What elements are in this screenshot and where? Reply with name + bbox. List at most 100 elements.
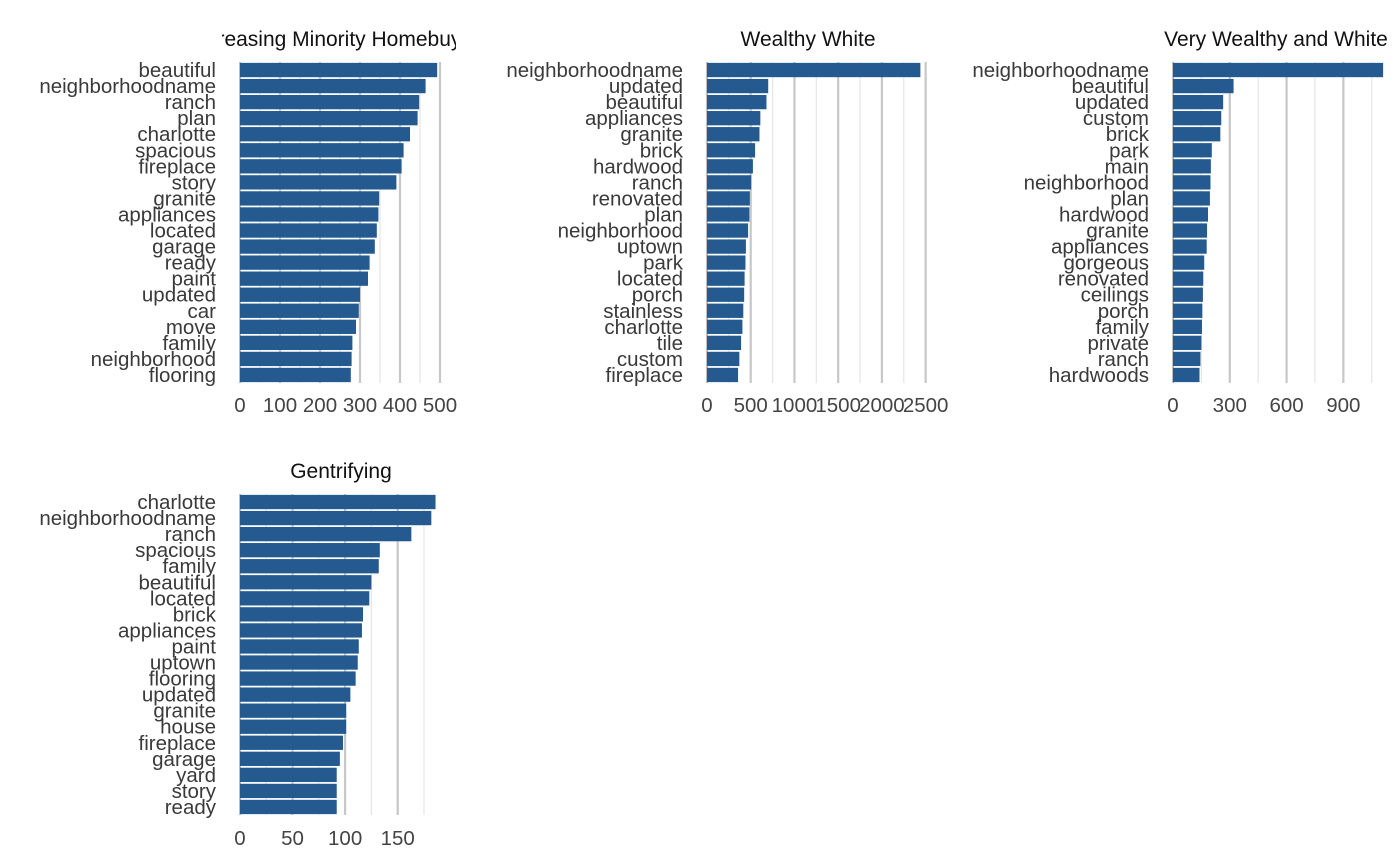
category-label: beautiful — [138, 571, 216, 594]
x-tick-label: 0 — [234, 827, 245, 850]
category-label: main — [1105, 155, 1149, 178]
bar-porch — [1173, 303, 1203, 318]
bar-beautiful — [1173, 78, 1234, 94]
category-label: story — [172, 780, 217, 803]
bar-beautiful — [707, 94, 767, 110]
x-tick-label: 0 — [701, 394, 712, 417]
bar-ranch — [707, 175, 752, 190]
bar-car — [240, 303, 359, 318]
bar-tile — [707, 335, 742, 351]
x-tick-label: 50 — [281, 827, 304, 850]
x-tick-label: 500 — [734, 394, 768, 417]
bar-move — [240, 319, 356, 334]
bar-ready — [240, 255, 370, 270]
category-label: uptown — [150, 652, 216, 675]
bar-neighborhoodname — [240, 78, 426, 94]
bar-appliances — [1173, 239, 1207, 254]
x-tick-label: 200 — [303, 394, 337, 417]
category-label: plan — [177, 107, 216, 130]
category-labels: neighborhoodnameupdatedbeautifulapplianc… — [506, 59, 683, 387]
category-label: located — [150, 587, 216, 610]
bar-brick — [1173, 127, 1221, 142]
x-tick-labels: 0 300 600 900 — [1167, 394, 1360, 417]
category-label: granite — [620, 123, 683, 146]
bar-family — [1173, 319, 1202, 334]
bars — [1173, 62, 1384, 383]
x-tick-label: 2000 — [859, 394, 905, 417]
x-tick-label: 1000 — [772, 394, 818, 417]
bar-family — [240, 559, 379, 574]
panel-title: Very Wealthy and White — [1164, 28, 1388, 51]
category-label: ranch — [632, 171, 683, 194]
bar-brick — [240, 607, 363, 622]
bar-charlotte — [240, 494, 436, 510]
bar-hardwood — [1173, 207, 1209, 222]
bar-updated — [240, 287, 360, 302]
bar-porch — [707, 287, 745, 302]
category-label: move — [166, 316, 216, 339]
category-label: appliances — [1051, 236, 1149, 259]
category-label: fireplace — [139, 155, 217, 178]
bar-neighborhood — [707, 223, 749, 238]
bar-garage — [240, 751, 340, 766]
category-label: fireplace — [606, 364, 684, 387]
panel-title: Gentrifying — [290, 460, 392, 483]
bar-neighborhoodname — [240, 510, 432, 526]
category-label: neighborhoodname — [39, 75, 216, 98]
category-label: spacious — [135, 539, 216, 562]
category-label: updated — [142, 284, 216, 307]
panel-2: neighborhoodnameupdatedbeautifulapplianc… — [506, 28, 948, 417]
category-label: hardwoods — [1049, 364, 1149, 387]
category-label: located — [617, 268, 683, 291]
bar-renovated — [707, 191, 750, 206]
bar-hardwoods — [1173, 367, 1200, 383]
x-tick-label: 100 — [263, 394, 297, 417]
category-label: yard — [176, 764, 216, 787]
bar-park — [707, 255, 746, 270]
bar-brick — [707, 143, 756, 158]
category-label: brick — [640, 139, 684, 162]
bar-neighborhood — [240, 351, 352, 367]
bar-located — [707, 271, 745, 286]
major-gridlines — [1228, 62, 1345, 383]
major-gridlines — [749, 62, 927, 383]
category-label: ranch — [165, 523, 216, 546]
category-labels: charlotteneighborhoodnameranchspaciousfa… — [39, 491, 216, 819]
category-label: gorgeous — [1064, 252, 1149, 275]
category-labels: neighborhoodnamebeautifulupdatedcustombr… — [972, 59, 1149, 387]
category-label: updated — [142, 684, 216, 707]
bar-beautiful — [240, 575, 372, 590]
category-label: charlotte — [137, 123, 216, 146]
category-label: custom — [617, 348, 683, 371]
category-label: appliances — [585, 107, 683, 130]
bar-charlotte — [707, 319, 743, 334]
x-tick-label: 400 — [383, 394, 417, 417]
bar-located — [240, 223, 377, 238]
bar-flooring — [240, 367, 351, 383]
category-label: paint — [172, 268, 217, 291]
category-label: porch — [632, 284, 683, 307]
category-label: family — [162, 332, 216, 355]
category-label: granite — [153, 187, 216, 210]
category-label: beautiful — [138, 59, 216, 82]
bar-charlotte — [240, 127, 410, 142]
panel-title: Increasing Minority Homebuyers — [189, 28, 490, 51]
category-label: porch — [1098, 300, 1149, 323]
category-label: plan — [644, 203, 683, 226]
bar-spacious — [240, 543, 380, 558]
x-tick-label: 600 — [1269, 394, 1303, 417]
bar-granite — [240, 191, 380, 206]
bar-ceilings — [1173, 287, 1203, 302]
category-label: house — [160, 716, 216, 739]
category-label: appliances — [118, 619, 216, 642]
category-label: granite — [1086, 220, 1149, 243]
category-label: flooring — [149, 364, 216, 387]
category-label: neighborhood — [91, 348, 216, 371]
major-gridlines — [291, 494, 399, 815]
x-tick-label: 300 — [343, 394, 377, 417]
x-tick-label: 500 — [423, 394, 457, 417]
bar-story — [240, 175, 397, 190]
bar-house — [240, 719, 347, 734]
category-label: charlotte — [604, 316, 683, 339]
bar-paint — [240, 271, 368, 286]
